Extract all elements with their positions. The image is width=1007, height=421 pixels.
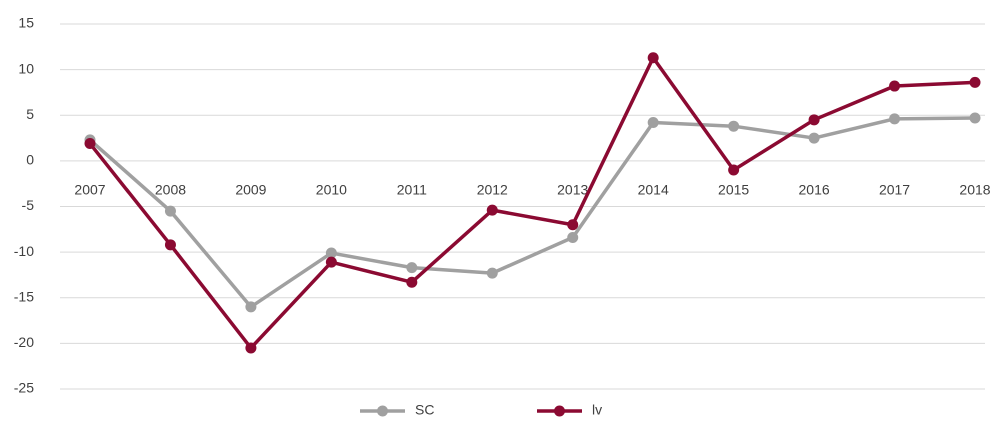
point bbox=[889, 80, 901, 92]
y-tick-label: -15 bbox=[14, 288, 34, 304]
legend-label: SC bbox=[415, 402, 434, 418]
y-tick-label: 15 bbox=[18, 15, 34, 31]
y-tick-label: 10 bbox=[18, 60, 34, 76]
point bbox=[84, 138, 96, 150]
point bbox=[808, 132, 820, 144]
point bbox=[969, 112, 981, 124]
point bbox=[164, 205, 176, 217]
x-tick-label: 2017 bbox=[879, 182, 910, 198]
point bbox=[164, 239, 176, 251]
x-tick-label: 2014 bbox=[638, 182, 669, 198]
point bbox=[969, 76, 981, 88]
point bbox=[406, 262, 418, 274]
x-tick-label: 2007 bbox=[74, 182, 105, 198]
point bbox=[325, 256, 337, 268]
x-tick-label: 2012 bbox=[477, 182, 508, 198]
point bbox=[406, 276, 418, 288]
x-tick-label: 2011 bbox=[397, 182, 427, 198]
point bbox=[486, 204, 498, 216]
x-tick-label: 2018 bbox=[959, 182, 990, 198]
x-tick-label: 2016 bbox=[799, 182, 830, 198]
y-tick-label: -25 bbox=[14, 380, 34, 396]
y-tick-label: 5 bbox=[26, 106, 34, 122]
legend-marker bbox=[377, 405, 388, 417]
x-tick-label: 2009 bbox=[235, 182, 266, 198]
point bbox=[325, 247, 337, 259]
x-tick-label: 2013 bbox=[557, 182, 588, 198]
y-tick-label: -10 bbox=[14, 243, 34, 259]
point bbox=[647, 117, 659, 129]
point bbox=[245, 342, 257, 354]
point bbox=[567, 232, 579, 244]
point bbox=[889, 113, 901, 125]
y-tick-label: -5 bbox=[22, 197, 35, 213]
point bbox=[245, 301, 257, 313]
series-line bbox=[88, 116, 976, 309]
point bbox=[728, 120, 740, 132]
point bbox=[567, 219, 579, 231]
legend-marker bbox=[554, 405, 565, 417]
point bbox=[486, 267, 498, 279]
point bbox=[808, 114, 820, 126]
y-tick-label: 0 bbox=[26, 152, 34, 168]
y-tick-label: -20 bbox=[14, 334, 34, 350]
x-tick-label: 2010 bbox=[316, 182, 347, 198]
series-line bbox=[88, 56, 976, 350]
x-tick-label: 2015 bbox=[718, 182, 749, 198]
legend-label: lv bbox=[592, 402, 602, 418]
point bbox=[647, 52, 659, 64]
x-tick-label: 2008 bbox=[155, 182, 186, 198]
point bbox=[728, 164, 740, 176]
